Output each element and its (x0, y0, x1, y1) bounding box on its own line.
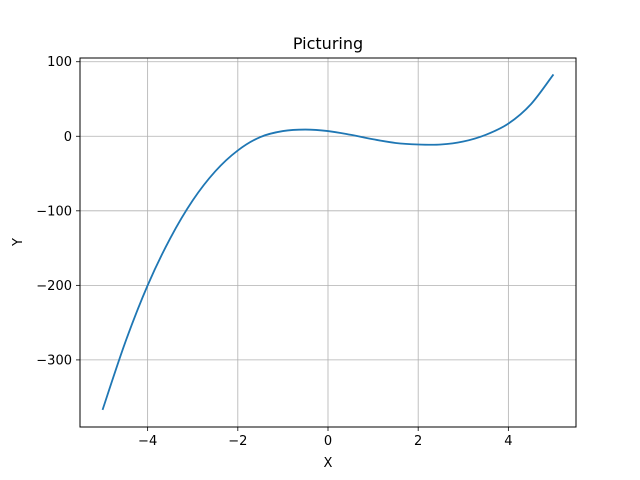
y-tick-label: 0 (64, 130, 72, 145)
x-tick-label: 2 (414, 434, 422, 449)
x-tick-label: 0 (324, 434, 332, 449)
x-axis-ticks: −4 −2 0 2 4 (138, 427, 513, 449)
x-tick-label: −4 (138, 434, 157, 449)
y-tick-label: −200 (36, 279, 72, 294)
y-tick-label: −300 (36, 353, 72, 368)
chart-title: Picturing (293, 34, 363, 53)
y-axis-label: Y (11, 238, 26, 247)
series-layer (101, 73, 555, 411)
x-axis-label: X (324, 456, 333, 471)
grid-lines (80, 58, 576, 427)
y-tick-label: −100 (36, 204, 72, 219)
y-axis-ticks: 100 0 −100 −200 −300 (36, 55, 80, 368)
x-tick-label: −2 (228, 434, 247, 449)
x-tick-label: 4 (504, 434, 512, 449)
series-line (101, 73, 555, 411)
y-tick-label: 100 (47, 55, 72, 70)
